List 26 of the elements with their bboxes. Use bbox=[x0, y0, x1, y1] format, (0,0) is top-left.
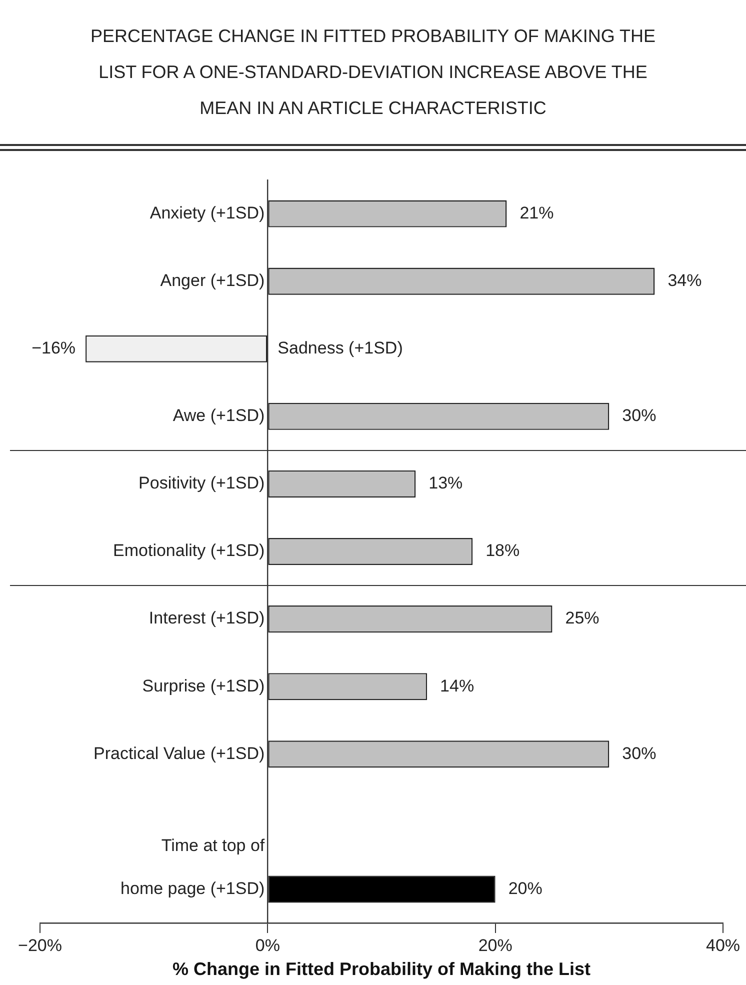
y-tick-label: Emotionality (+1SD) bbox=[113, 541, 265, 560]
data-label: 20% bbox=[508, 878, 542, 898]
y-tick-label: Surprise (+1SD) bbox=[142, 676, 265, 696]
data-label: −16% bbox=[32, 338, 76, 358]
y-tick-label: Positivity (+1SD) bbox=[138, 474, 265, 493]
data-label: 21% bbox=[520, 203, 554, 222]
chart-title: PERCENTAGE CHANGE IN FITTED PROBABILITY OF MAKING THE LIST FOR A ONE-STANDARD-DEVIATION INCREASE ABOVE THE MEAN IN AN ARTICLE CHARACTERISTIC bbox=[89, 25, 657, 120]
x-axis-title: % Change in Fitted Probability of Making the List bbox=[172, 959, 591, 980]
y-tick-label: Anxiety (+1SD) bbox=[150, 203, 265, 222]
y-tick-label: Interest (+1SD) bbox=[148, 608, 265, 628]
data-label: 30% bbox=[622, 744, 656, 763]
y-tick-label: Anger (+1SD) bbox=[160, 271, 265, 290]
y-tick-label: Practical Value (+1SD) bbox=[93, 744, 265, 763]
data-label: 30% bbox=[622, 406, 656, 426]
category-label: Time at top of home page (+1SD) bbox=[120, 836, 265, 898]
x-tick-label: 40% bbox=[706, 936, 740, 955]
data-label: 13% bbox=[428, 474, 463, 493]
x-tick-label: 0% bbox=[255, 936, 280, 955]
data-label: 14% bbox=[440, 676, 474, 696]
data-label: 18% bbox=[486, 541, 520, 560]
x-tick-label: −20% bbox=[18, 936, 62, 955]
data-label: 34% bbox=[668, 271, 702, 290]
y-tick-label: Awe (+1SD) bbox=[172, 406, 265, 426]
y-tick-label: Sadness (+1SD) bbox=[278, 338, 403, 358]
x-tick-label: 20% bbox=[478, 936, 512, 955]
data-label: 25% bbox=[565, 608, 600, 628]
